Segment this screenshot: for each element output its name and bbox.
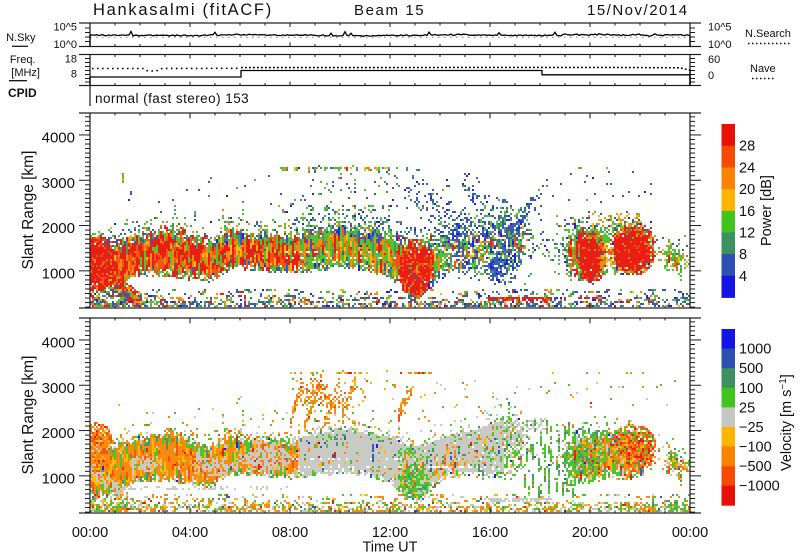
- svg-text:CPID: CPID: [8, 86, 37, 100]
- svg-text:20: 20: [739, 182, 755, 198]
- svg-text:60: 60: [708, 54, 720, 66]
- svg-text:500: 500: [739, 361, 763, 377]
- svg-text:28: 28: [739, 139, 755, 155]
- svg-text:12:00: 12:00: [372, 525, 408, 541]
- svg-text:Slant Range [km]: Slant Range [km]: [20, 151, 37, 270]
- svg-text:10^5: 10^5: [53, 22, 77, 34]
- svg-text:12: 12: [739, 225, 755, 241]
- svg-text:Freq.: Freq.: [10, 54, 36, 66]
- svg-text:Power [dB]: Power [dB]: [759, 175, 775, 246]
- svg-text:25: 25: [739, 400, 755, 416]
- svg-text:4: 4: [739, 269, 747, 285]
- svg-text:−100: −100: [739, 440, 772, 456]
- svg-text:00:00: 00:00: [72, 525, 108, 541]
- svg-text:Nave: Nave: [750, 63, 776, 75]
- svg-text:−500: −500: [739, 459, 772, 475]
- svg-text:04:00: 04:00: [172, 525, 208, 541]
- svg-text:20:00: 20:00: [572, 525, 608, 541]
- svg-text:3000: 3000: [42, 175, 75, 192]
- svg-text:100: 100: [739, 381, 763, 397]
- svg-text:8: 8: [739, 247, 747, 263]
- svg-text:Hankasalmi (fitACF): Hankasalmi (fitACF): [93, 1, 273, 19]
- svg-text:3000: 3000: [42, 380, 75, 397]
- svg-text:Beam 15: Beam 15: [354, 2, 425, 19]
- svg-text:−25: −25: [739, 420, 764, 436]
- svg-text:24: 24: [739, 160, 755, 176]
- svg-text:1000: 1000: [739, 342, 771, 358]
- svg-text:1000: 1000: [42, 470, 75, 487]
- svg-text:0: 0: [708, 70, 714, 82]
- svg-text:1000: 1000: [42, 265, 75, 282]
- svg-text:4000: 4000: [42, 129, 75, 146]
- svg-text:Velocity [m s−1]: Velocity [m s−1]: [778, 374, 795, 471]
- svg-text:N.Search: N.Search: [745, 28, 791, 40]
- svg-text:Slant Range [km]: Slant Range [km]: [20, 356, 37, 475]
- svg-text:08:00: 08:00: [272, 525, 308, 541]
- svg-text:15/Nov/2014: 15/Nov/2014: [587, 2, 689, 19]
- svg-text:00:00: 00:00: [672, 525, 708, 541]
- svg-text:[MHz]: [MHz]: [11, 67, 40, 79]
- svg-text:16:00: 16:00: [472, 525, 508, 541]
- svg-text:16: 16: [739, 204, 755, 220]
- svg-text:−1000: −1000: [739, 479, 780, 495]
- svg-text:18: 18: [65, 54, 77, 66]
- svg-text:10^5: 10^5: [708, 22, 732, 34]
- svg-text:2000: 2000: [42, 220, 75, 237]
- svg-text:normal (fast stereo) 153: normal (fast stereo) 153: [95, 91, 249, 106]
- svg-text:10^0: 10^0: [708, 39, 732, 51]
- svg-text:Time UT: Time UT: [362, 540, 417, 555]
- svg-text:10^0: 10^0: [53, 39, 77, 51]
- svg-text:8: 8: [71, 69, 77, 81]
- svg-text:2000: 2000: [42, 425, 75, 442]
- svg-text:N.Sky: N.Sky: [6, 32, 36, 44]
- svg-text:4000: 4000: [42, 334, 75, 351]
